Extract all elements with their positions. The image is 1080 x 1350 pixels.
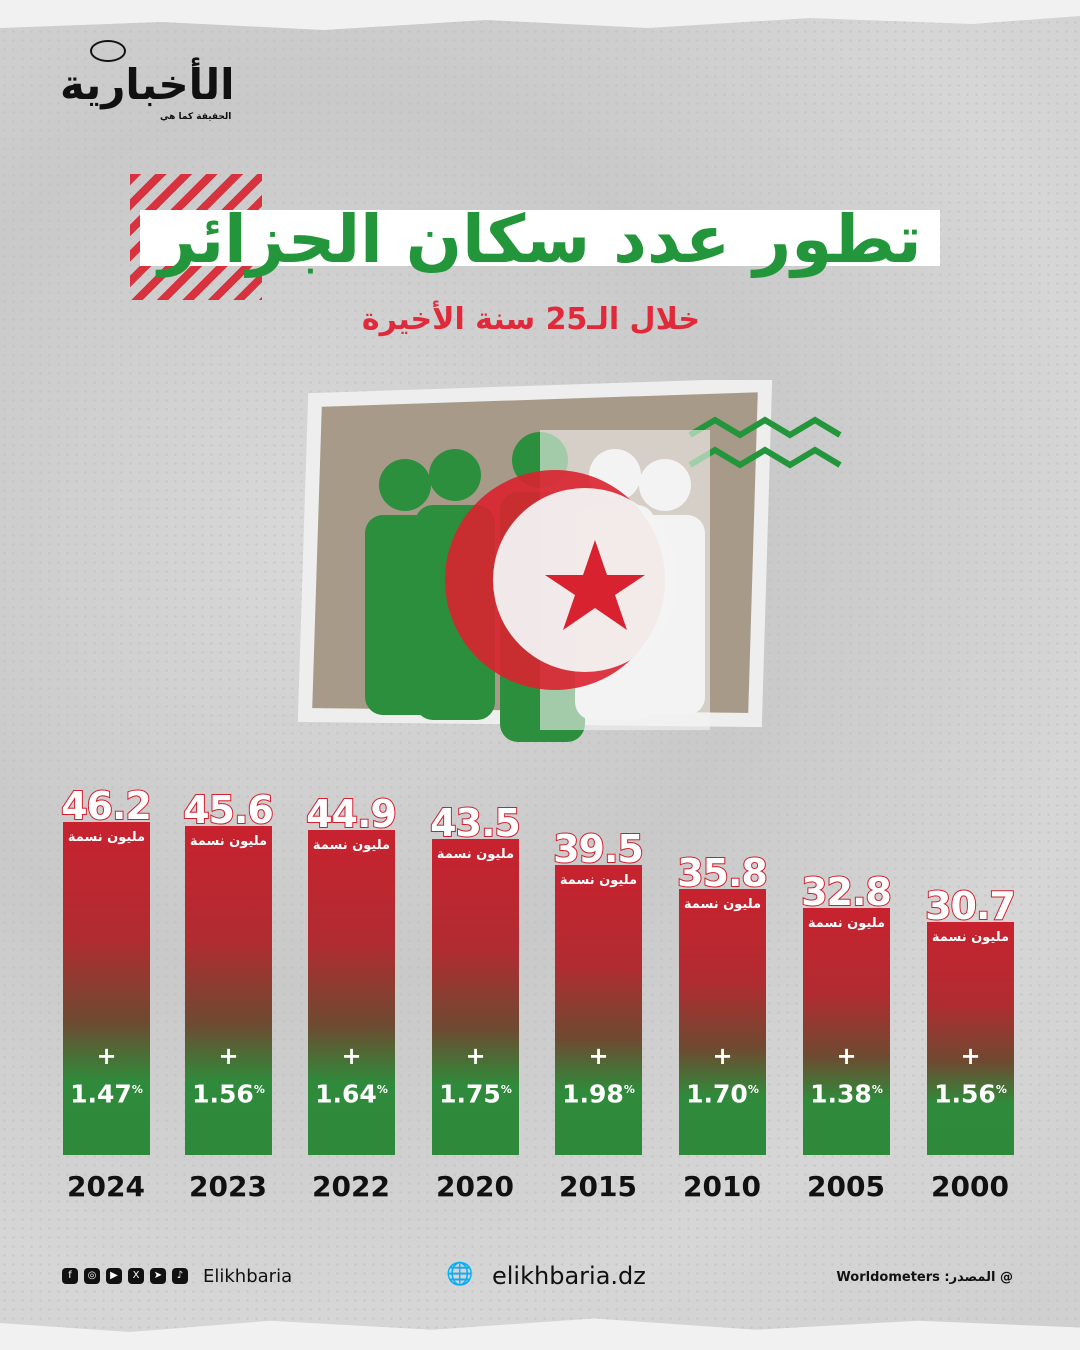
instagram-icon[interactable]: ◎	[84, 1268, 100, 1284]
growth-plus-sign: +	[341, 1042, 362, 1070]
growth-rate-label: 1.64%	[315, 1079, 388, 1109]
title-band	[140, 210, 940, 266]
year-label: 2015	[559, 1170, 637, 1203]
bar-unit-label: مليون نسمة	[189, 833, 268, 849]
growth-plus-sign: +	[588, 1042, 609, 1070]
bar	[927, 922, 1014, 1155]
year-label: 2000	[931, 1170, 1009, 1203]
growth-rate-label: 1.56%	[192, 1079, 265, 1109]
bar	[803, 908, 890, 1155]
page-subtitle: خلال الـ25 سنة الأخيرة	[361, 302, 700, 337]
social-icons: f ◎ ▶ X ➤ ♪	[62, 1268, 188, 1284]
bar-unit-label: مليون نسمة	[312, 838, 391, 854]
page-title: تطور عدد سكان الجزائر	[158, 201, 922, 278]
bar	[679, 889, 766, 1155]
bar-unit-label: مليون نسمة	[807, 916, 886, 932]
facebook-icon[interactable]: f	[62, 1268, 78, 1284]
growth-rate-label: 1.38%	[810, 1079, 883, 1109]
logo: الأخبارية الحقيقة كما هي	[60, 40, 237, 130]
bar-unit-label: مليون نسمة	[559, 873, 638, 889]
source-label: @ المصدر: Worldometers	[836, 1270, 1013, 1285]
growth-rate-label: 1.98%	[562, 1079, 635, 1109]
youtube-icon[interactable]: ▶	[106, 1268, 122, 1284]
bar-value-label: 43.5	[429, 801, 522, 846]
zigzag-decoration	[688, 416, 842, 469]
growth-rate-label: 1.75%	[439, 1079, 512, 1109]
bar-value-label: 32.8	[800, 870, 893, 915]
percent-sign: %	[995, 1083, 1007, 1096]
bar	[63, 822, 150, 1155]
growth-plus-sign: +	[712, 1042, 733, 1070]
bar-unit-label: مليون نسمة	[931, 930, 1010, 945]
bar-value-label: 35.8	[676, 851, 769, 896]
bar-value-label: 46.2	[60, 784, 153, 829]
growth-plus-sign: +	[465, 1042, 486, 1070]
year-label: 2020	[436, 1170, 514, 1203]
growth-plus-sign: +	[96, 1042, 117, 1070]
growth-rate-label: 1.47%	[70, 1079, 143, 1109]
bar	[308, 830, 395, 1155]
percent-sign: %	[500, 1083, 512, 1096]
bar-unit-label: مليون نسمة	[683, 897, 762, 913]
percent-sign: %	[376, 1083, 388, 1096]
bar	[555, 865, 642, 1155]
people-icons	[365, 430, 710, 742]
globe-icon: 🌐	[446, 1262, 474, 1287]
growth-plus-sign: +	[960, 1042, 981, 1070]
globe-icon	[90, 40, 126, 62]
percent-sign: %	[131, 1083, 143, 1096]
growth-plus-sign: +	[836, 1042, 857, 1070]
bar-unit-label: مليون نسمة	[67, 830, 146, 846]
growth-rate-label: 1.56%	[934, 1079, 1007, 1109]
social-handle: Elikhbaria	[203, 1266, 293, 1287]
bar	[432, 839, 519, 1155]
tiktok-icon[interactable]: ♪	[172, 1268, 188, 1284]
year-label: 2022	[312, 1170, 390, 1203]
growth-rate-label: 1.70%	[686, 1079, 759, 1109]
percent-sign: %	[871, 1083, 883, 1096]
bar-unit-label: مليون نسمة	[436, 847, 515, 863]
year-label: 2005	[807, 1170, 885, 1203]
telegram-icon[interactable]: ➤	[150, 1268, 166, 1284]
year-label: 2024	[67, 1170, 145, 1203]
bar-value-label: 30.7	[924, 884, 1017, 928]
x-icon[interactable]: X	[128, 1268, 144, 1284]
website-link[interactable]: elikhbaria.dz	[492, 1262, 646, 1290]
year-label: 2023	[189, 1170, 267, 1203]
percent-sign: %	[747, 1083, 759, 1096]
bar-value-label: 45.6	[182, 787, 275, 832]
percent-sign: %	[253, 1083, 265, 1096]
bar	[185, 825, 272, 1155]
percent-sign: %	[623, 1083, 635, 1096]
logo-tagline: الحقيقة كما هي	[160, 112, 232, 122]
growth-plus-sign: +	[218, 1042, 239, 1070]
population-illustration	[297, 380, 842, 742]
year-label: 2010	[683, 1170, 761, 1203]
bar-value-label: 44.9	[305, 792, 398, 837]
bar-value-label: 39.5	[552, 827, 645, 872]
logo-text: الأخبارية	[60, 60, 237, 109]
